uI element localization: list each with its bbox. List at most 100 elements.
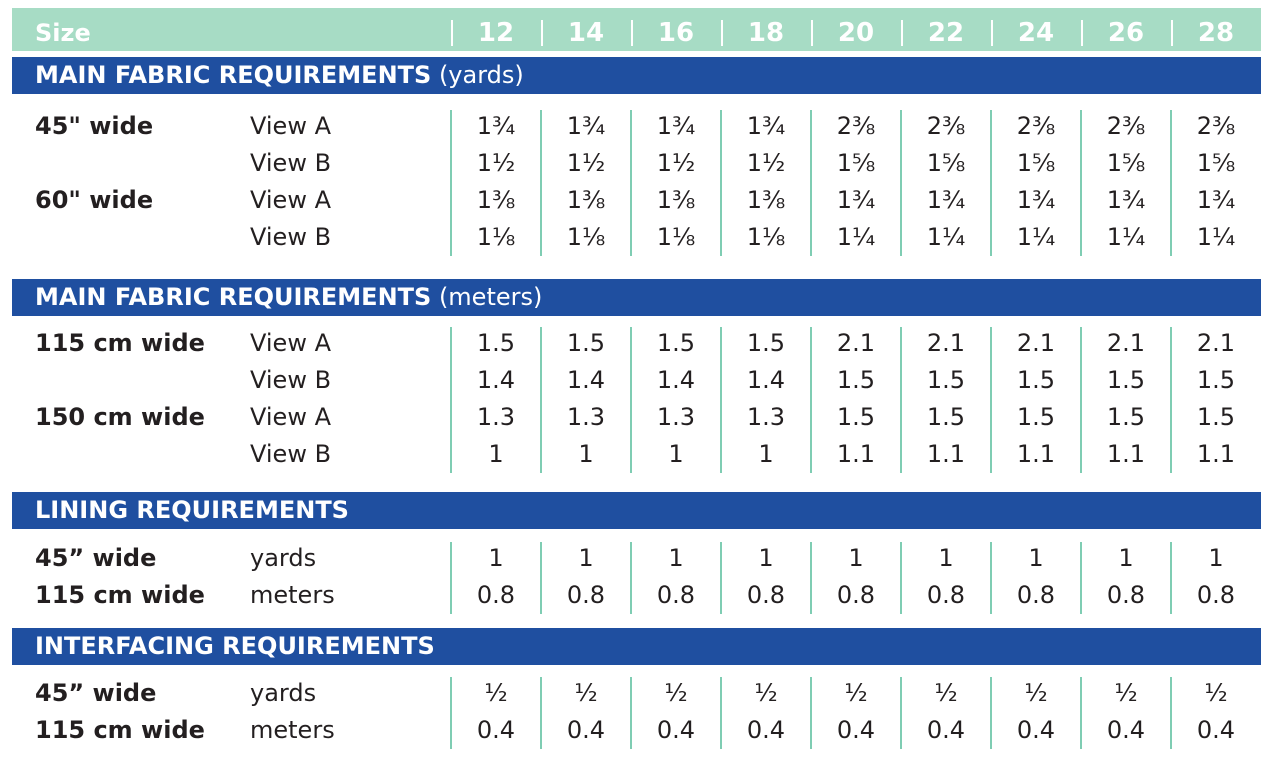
section-title-main: MAIN FABRIC REQUIREMENTS — [35, 61, 432, 89]
table-cell: 1 — [1208, 544, 1224, 572]
table-cell: 0.4 — [746, 716, 786, 744]
table-cell: 1.3 — [746, 403, 786, 431]
table-cell: 1 — [848, 544, 864, 572]
table-cell: 1.5 — [836, 366, 876, 394]
size-column-divider — [451, 20, 453, 46]
table-row: View B 1 1 1 1 1.1 1.1 1.1 1.1 1.1 — [0, 436, 1280, 473]
table-row: 115 cm wide meters 0.8 0.8 0.8 0.8 0.8 0.8 0.8 0.… — [0, 577, 1280, 614]
table-cell: 1.5 — [566, 329, 606, 357]
table-cell: 1 — [1118, 544, 1134, 572]
table-cell: 1¾ — [1196, 186, 1236, 214]
row-sublabel: View A — [250, 329, 331, 357]
table-cell: ½ — [934, 679, 958, 707]
table-cell: 1.5 — [656, 329, 696, 357]
table-cell: 1⅝ — [1016, 149, 1056, 177]
table-cell: 1¾ — [1106, 186, 1146, 214]
table-cell: 1⅜ — [656, 186, 696, 214]
table-cell: 0.8 — [1106, 581, 1146, 609]
section-title-main: INTERFACING REQUIREMENTS — [35, 632, 435, 660]
size-column-header: 22 — [927, 18, 965, 48]
table-cell: ½ — [1024, 679, 1048, 707]
table-cell: 1.5 — [1016, 366, 1056, 394]
table-cell: 1 — [938, 544, 954, 572]
table-cell: 1⅝ — [1196, 149, 1236, 177]
table-cell: 1¼ — [836, 223, 876, 251]
table-row: 115 cm wide View A 1.5 1.5 1.5 1.5 2.1 2.1 2.1 2.… — [0, 325, 1280, 362]
table-row: View B 1.4 1.4 1.4 1.4 1.5 1.5 1.5 1.5 1.5 — [0, 362, 1280, 399]
table-cell: ½ — [1114, 679, 1138, 707]
table-cell: 2⅜ — [926, 112, 966, 140]
table-cell: 0.4 — [1106, 716, 1146, 744]
table-cell: 1¾ — [926, 186, 966, 214]
table-cell: ½ — [664, 679, 688, 707]
column-divider — [540, 677, 542, 749]
table-cell: 1.5 — [1196, 366, 1236, 394]
size-column-divider — [991, 20, 993, 46]
table-cell: 2.1 — [1196, 329, 1236, 357]
column-divider — [1080, 677, 1082, 749]
column-divider — [540, 327, 542, 473]
table-cell: 1¼ — [926, 223, 966, 251]
column-divider — [630, 542, 632, 614]
size-column-header: 20 — [837, 18, 875, 48]
table-cell: 1⅝ — [836, 149, 876, 177]
column-divider — [630, 110, 632, 256]
table-row: 45" wide View A 1¾ 1¾ 1¾ 1¾ 2⅜ 2⅜ 2⅜ 2⅜ 2⅜ — [0, 108, 1280, 145]
column-divider — [1170, 327, 1172, 473]
fabric-width-label: 45" wide — [35, 112, 154, 140]
table-cell: 1.5 — [926, 403, 966, 431]
column-divider — [810, 327, 812, 473]
table-cell: 0.8 — [1196, 581, 1236, 609]
fabric-width-label: 115 cm wide — [35, 329, 205, 357]
table-cell: 0.8 — [746, 581, 786, 609]
fabric-width-label: 150 cm wide — [35, 403, 205, 431]
size-column-divider — [1081, 20, 1083, 46]
table-cell: 1 — [488, 544, 504, 572]
table-cell: 1⅛ — [566, 223, 606, 251]
table-cell: 1⅜ — [476, 186, 516, 214]
table-cell: 1.3 — [476, 403, 516, 431]
column-divider — [720, 327, 722, 473]
table-cell: 1½ — [476, 149, 516, 177]
table-cell: 1.1 — [926, 440, 966, 468]
size-column-divider — [901, 20, 903, 46]
column-divider — [450, 110, 452, 256]
table-cell: 2⅜ — [1196, 112, 1236, 140]
table-cell: 1¾ — [746, 112, 786, 140]
table-cell: 1.1 — [1106, 440, 1146, 468]
size-header-bar: Size 12 14 16 18 20 22 24 26 28 — [12, 8, 1261, 51]
column-divider — [1170, 110, 1172, 256]
table-row: View B 1⅛ 1⅛ 1⅛ 1⅛ 1¼ 1¼ 1¼ 1¼ 1¼ — [0, 219, 1280, 256]
size-column-divider — [631, 20, 633, 46]
table-cell: 1⅝ — [1106, 149, 1146, 177]
column-divider — [900, 677, 902, 749]
table-cell: 2.1 — [1106, 329, 1146, 357]
size-column-divider — [721, 20, 723, 46]
fabric-width-label: 115 cm wide — [35, 581, 205, 609]
section-title-band: INTERFACING REQUIREMENTS — [12, 628, 1261, 665]
column-divider — [1080, 110, 1082, 256]
size-column-divider — [811, 20, 813, 46]
size-column-header: 16 — [657, 18, 695, 48]
table-cell: 0.8 — [566, 581, 606, 609]
table-cell: 1.1 — [1016, 440, 1056, 468]
table-cell: 1¾ — [476, 112, 516, 140]
section-title-band: LINING REQUIREMENTS — [12, 492, 1261, 529]
size-column-divider — [1171, 20, 1173, 46]
row-sublabel: View B — [250, 149, 332, 177]
table-row: 45” wide yards 1 1 1 1 1 1 1 1 1 — [0, 540, 1280, 577]
section-title: INTERFACING REQUIREMENTS — [35, 628, 435, 665]
table-cell: 1⅛ — [746, 223, 786, 251]
table-cell: 2.1 — [1016, 329, 1056, 357]
column-divider — [810, 110, 812, 256]
column-divider — [540, 110, 542, 256]
table-cell: 1¾ — [836, 186, 876, 214]
fabric-width-label: 45” wide — [35, 544, 157, 572]
table-cell: 1.5 — [1106, 403, 1146, 431]
column-divider — [450, 327, 452, 473]
table-cell: 0.4 — [926, 716, 966, 744]
column-divider — [810, 677, 812, 749]
table-cell: 1 — [1028, 544, 1044, 572]
fabric-width-label: 45” wide — [35, 679, 157, 707]
table-cell: 1⅜ — [746, 186, 786, 214]
